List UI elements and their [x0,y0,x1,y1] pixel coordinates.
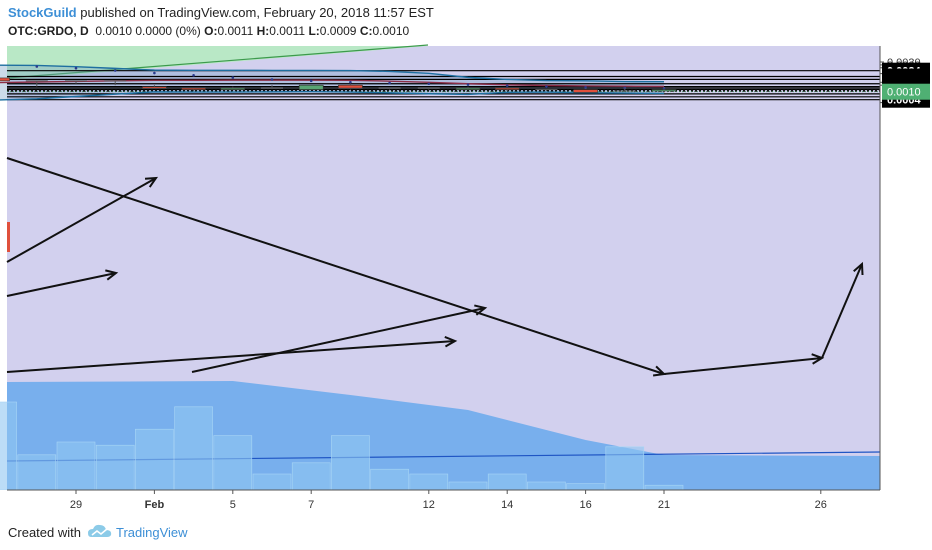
high-label: H: [256,24,270,38]
published-text: published on TradingView.com, February 2… [80,5,434,20]
price-chart[interactable]: 0.00300.00280.00260.00220.00160.00140.00… [0,0,932,515]
clipped-candle [7,222,10,252]
price-scale-background [880,46,932,490]
time-tick-label: 12 [423,499,435,511]
symbol-quote-line: OTC:GRDO, D 0.0010 0.0000 (0%) O:0.0011 … [8,24,409,38]
time-tick-label: 29 [70,499,82,511]
bollinger-upper-line [0,64,665,83]
volume-bar [291,462,331,491]
downtrend-arrow [6,157,665,375]
chart-header: StockGuild published on TradingView.com,… [0,0,932,46]
candle-body [573,89,598,93]
volume-bar [409,473,449,491]
psar-dot [388,81,391,85]
volume-bar [174,406,213,491]
volume-bar [17,454,57,491]
chart-footer: Created with TradingView [0,515,932,550]
volume-bar [135,428,174,491]
created-with-text: Created with [8,525,81,540]
author-name[interactable]: StockGuild [8,5,77,20]
projection-arrow-2 [821,263,863,359]
open-value: 0.0011 [217,24,254,38]
uptrend-arrow-4-head [474,304,488,316]
candle-body [181,87,206,90]
high-value: 0.0011 [269,24,306,38]
time-tick-label: 16 [579,499,591,511]
psar-dot [270,78,274,81]
volume-bar [95,444,135,491]
volume-bar [487,473,527,491]
psar-dot [192,74,195,77]
last-quote: 0.0010 0.0000 (0%) [95,24,201,38]
time-scale-background [0,490,932,515]
volume-bar [252,473,292,491]
psar-dot [35,65,39,68]
candle-body [220,87,246,90]
psar-dot [349,80,352,84]
psar-dot [74,66,78,70]
uptrend-arrow-3-head [444,335,458,348]
psar-dot [113,69,117,72]
symbol-label: OTC:GRDO, D [8,24,89,38]
psar-dot [505,84,509,87]
volume-bar [0,401,17,491]
tradingview-cloud-icon [88,524,112,537]
low-value: 0.0009 [319,24,357,38]
psar-dot [584,86,587,89]
low-label: L: [308,24,320,38]
volume-bar [566,483,605,491]
open-label: O: [204,24,218,38]
candle-body [0,77,10,82]
candle-body [338,84,363,89]
time-tick-label: 26 [815,499,827,511]
uptrend-arrow-4 [191,307,486,373]
volume-bar [213,435,253,491]
time-tick-label: Feb [145,499,165,511]
volume-bar [370,468,409,491]
psar-dot [153,71,156,75]
projection-arrow-1 [663,357,823,375]
current-price-badge-label: 0.0010 [887,87,921,99]
psar-dot [231,76,235,79]
volume-bar [56,441,96,491]
projection-arrow-2-head [853,261,864,276]
volume-bar [527,481,566,491]
psar-dot [623,86,627,90]
psar-dot [466,83,470,86]
uptrend-arrow-2 [6,272,117,297]
psar-dot [427,82,431,86]
volume-bar [644,484,684,491]
close-value: 0.0010 [372,24,410,38]
tradingview-brand[interactable]: TradingView [116,525,188,540]
uptrend-arrow-2-head [105,269,119,281]
time-tick-label: 7 [308,499,314,511]
bollinger-lower-line [0,91,665,101]
candle-body [142,86,167,89]
volume-bar [448,481,488,491]
candle-body [651,89,677,92]
volume-bar [605,446,645,491]
candle-body [298,84,324,90]
time-tick-label: 14 [501,499,513,511]
current-price-badge [882,83,930,100]
psar-dot [309,79,313,83]
uptrend-arrow-3 [6,340,456,373]
psar-dot [545,85,548,88]
publish-info: StockGuild published on TradingView.com,… [8,5,434,20]
candle-body [455,87,481,90]
time-tick-label: 21 [658,499,670,511]
close-label: C: [359,24,373,38]
trend-channel-fill [7,46,428,80]
trend-channel-line [6,44,429,79]
uptrend-arrow-1-head [144,176,159,188]
volume-bar [331,435,370,491]
time-tick-label: 5 [230,499,236,511]
uptrend-arrow-1 [6,177,157,263]
candle-body [494,87,520,90]
